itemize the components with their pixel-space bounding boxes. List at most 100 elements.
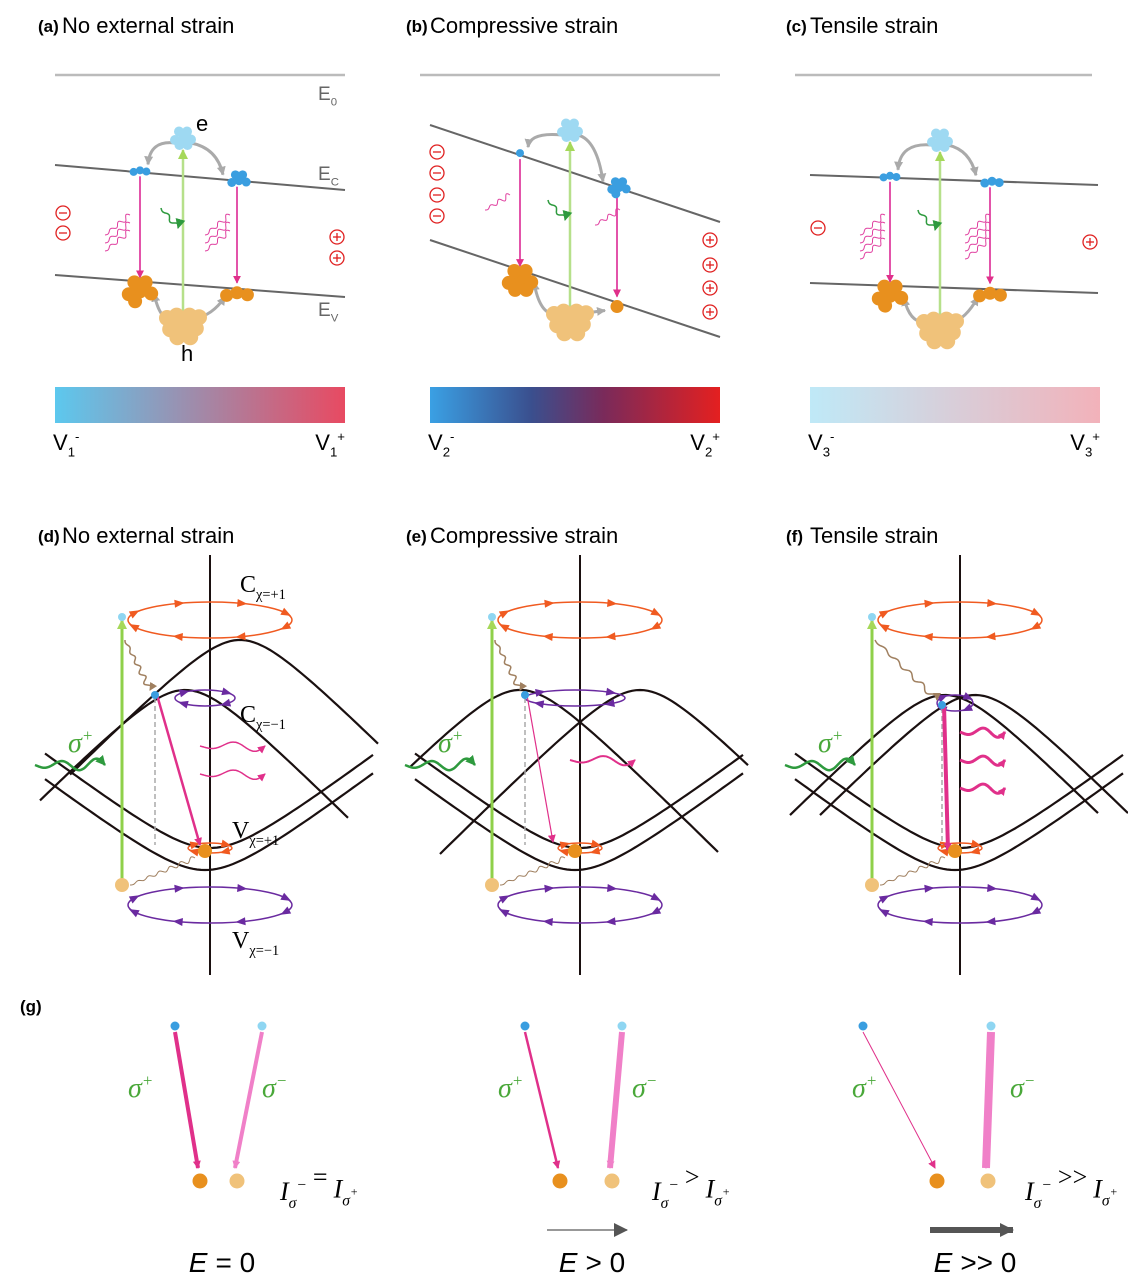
loop-arrow (220, 699, 231, 707)
carrier (618, 177, 627, 186)
carrier (570, 132, 580, 142)
panel-title: Tensile strain (810, 13, 938, 38)
electron (258, 1022, 267, 1031)
loop-arrow (499, 909, 510, 917)
loop-arrow (1030, 621, 1041, 629)
subscript: σ (661, 1195, 670, 1212)
superscript: + (452, 726, 463, 745)
emission-arrow (235, 1032, 262, 1168)
carrier (995, 178, 1004, 187)
subscript: χ=−1 (255, 717, 286, 733)
loop-arrow (924, 885, 934, 893)
level-label: EC (318, 164, 339, 189)
text-base: V (315, 430, 330, 455)
intensity-relation: Iσ−>>Iσ+ (1024, 1163, 1118, 1212)
loop-arrow (606, 688, 617, 696)
colorbar (810, 387, 1100, 423)
loop-arrow (178, 701, 189, 709)
sigma-plus-label: σ+ (128, 1071, 153, 1104)
sigma-plus-label: σ+ (498, 1071, 523, 1104)
carrier (611, 300, 624, 313)
subscript: 1 (68, 445, 75, 460)
photon (35, 759, 105, 771)
band-label: Vχ=−1 (232, 928, 279, 959)
superscript: + (337, 429, 345, 444)
figure: (a)No external strainV1-V1+(b)Compressiv… (0, 0, 1128, 1275)
superscript: + (1110, 1185, 1118, 1199)
subscript: 0 (331, 97, 337, 109)
carrier (191, 309, 207, 325)
superscript: − (1041, 1177, 1052, 1194)
carrier (980, 179, 989, 188)
loop-arrow (179, 690, 190, 698)
panel-label: (b) (406, 17, 428, 36)
carrier (973, 289, 986, 302)
loop-arrow (174, 600, 184, 608)
loop-arrow (962, 703, 973, 711)
carrier (878, 299, 892, 313)
photon (485, 194, 510, 210)
hole (485, 878, 499, 892)
carrier (227, 178, 236, 187)
field-relation: > 0 (585, 1247, 625, 1275)
field-relation: = 0 (215, 1247, 255, 1275)
photon (548, 200, 566, 220)
carrier (916, 314, 932, 330)
carrier (940, 142, 950, 152)
field-symbol: E (559, 1247, 578, 1275)
loop-arrow (650, 906, 661, 914)
field-label: E>> 0 (934, 1247, 1017, 1275)
loop-arrow (1030, 906, 1041, 914)
relaxation-arrow (948, 145, 976, 175)
loop-arrow (879, 895, 890, 903)
emission-arrow (525, 1032, 558, 1168)
carrier-label: h (181, 341, 193, 366)
intensity-relation: Iσ−>Iσ+ (651, 1163, 730, 1212)
colorbar (430, 387, 720, 423)
subscript: 3 (1085, 445, 1092, 460)
electron (987, 1022, 996, 1031)
panel-label: (f) (786, 527, 803, 546)
relaxation-arrow (191, 143, 223, 175)
electron (868, 613, 876, 621)
hole (865, 878, 879, 892)
superscript: + (712, 429, 720, 444)
panel-label: (e) (406, 527, 427, 546)
electron (938, 701, 946, 709)
loop-arrow (985, 632, 995, 640)
panel-label: (a) (38, 17, 59, 36)
carrier (569, 325, 585, 341)
emission-arrow (610, 1032, 622, 1168)
carrier-label: e (196, 111, 208, 136)
subscript: χ=−1 (248, 943, 279, 959)
sigma-minus-label: σ− (262, 1071, 287, 1104)
carrier (569, 119, 579, 129)
photon (161, 208, 179, 228)
valence-band-edge (810, 283, 1098, 293)
hole (553, 1174, 568, 1189)
text-base: V (690, 430, 705, 455)
panel-label: (d) (38, 527, 60, 546)
photon (960, 756, 1005, 765)
emission-arrow (527, 695, 553, 842)
photon (960, 784, 1005, 793)
electron (488, 613, 496, 621)
photon (960, 728, 1005, 737)
text-base: V (53, 430, 68, 455)
carrier (220, 289, 233, 302)
emission-arrow (944, 705, 948, 850)
relation: = (313, 1163, 328, 1192)
text-base: E (318, 300, 331, 321)
photon (875, 640, 937, 700)
loop-arrow (605, 917, 615, 925)
carrier (183, 140, 193, 150)
text-base: σ (128, 1073, 143, 1104)
colorbar-max-label: V2+ (690, 429, 720, 459)
superscript: + (832, 726, 843, 745)
colorbar-max-label: V3+ (1070, 429, 1100, 459)
field-symbol: E (934, 1247, 953, 1275)
loop-arrow (879, 624, 890, 632)
text-base: σ (68, 728, 83, 759)
loop-arrow (534, 700, 545, 708)
panel-label: (c) (786, 17, 807, 36)
